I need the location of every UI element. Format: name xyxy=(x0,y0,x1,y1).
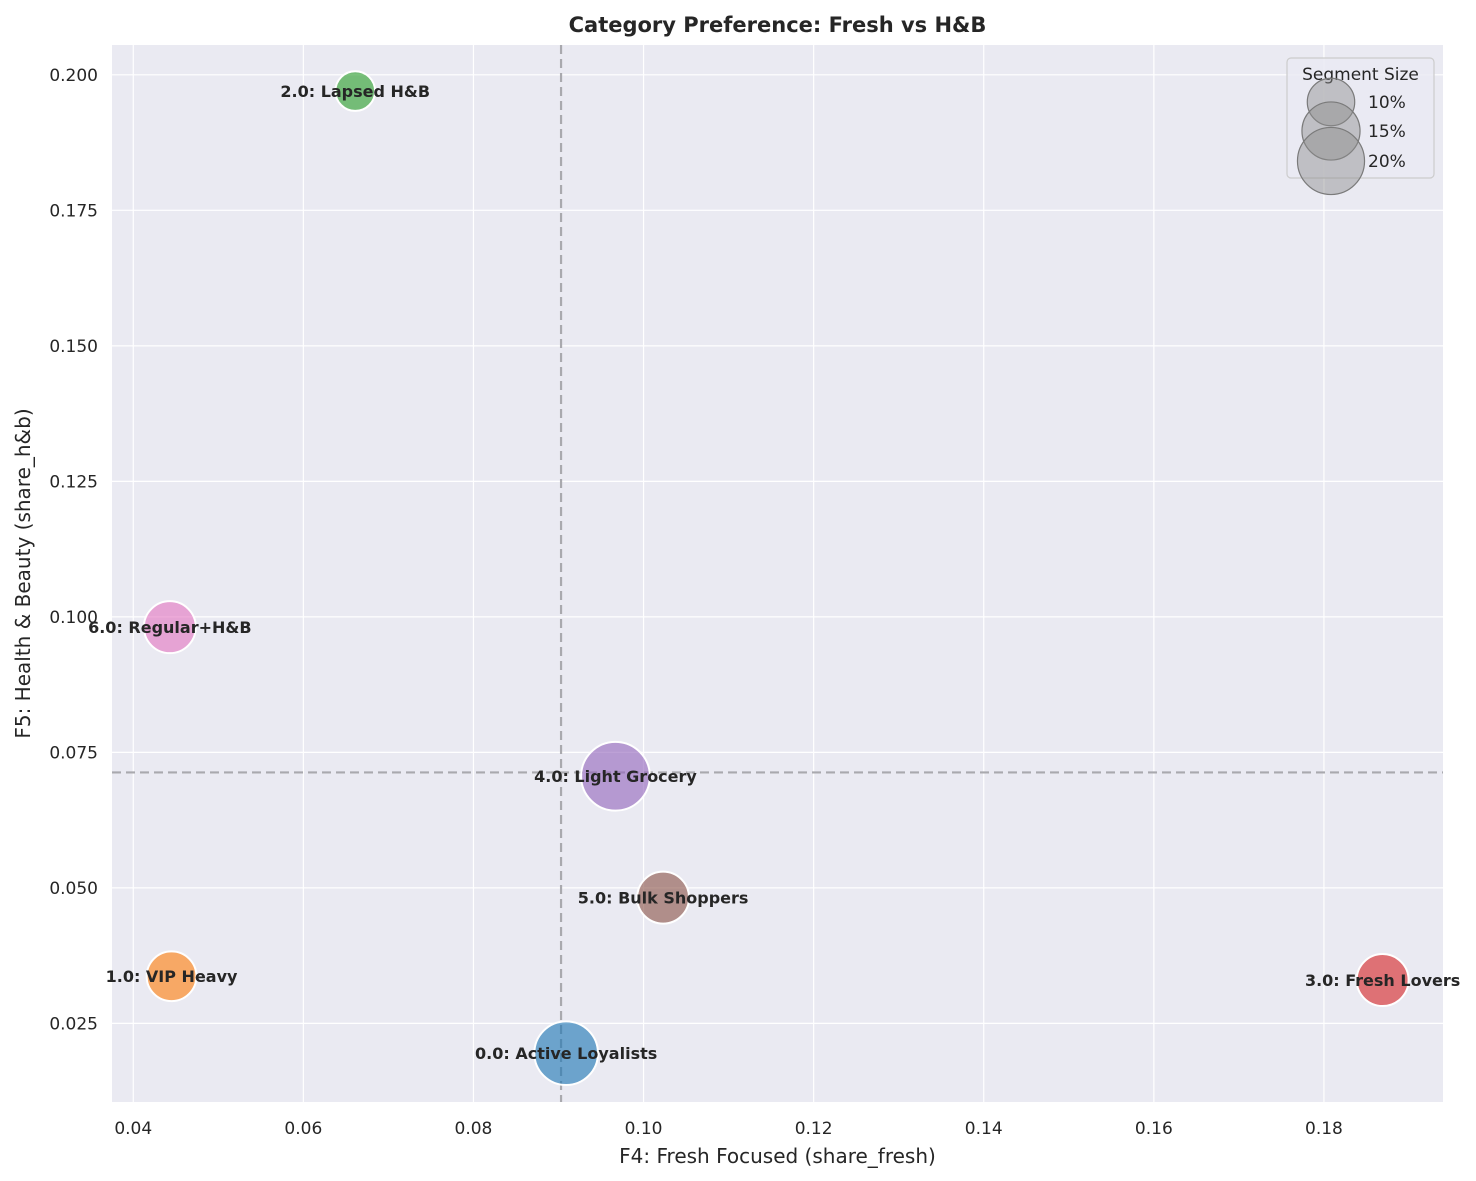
segment-label: 1.0: VIP Heavy xyxy=(106,967,238,986)
x-tick-label: 0.06 xyxy=(284,1119,322,1139)
y-tick-label: 0.125 xyxy=(49,472,98,492)
x-tick-label: 0.14 xyxy=(965,1119,1003,1139)
legend-entries: 10% 15% 20% xyxy=(1296,77,1406,196)
legend: Segment Size 10% 15% 20% xyxy=(1286,57,1435,196)
y-tick-labels: 0.025 0.050 0.075 0.100 0.125 0.150 0.175 0.200 xyxy=(49,66,98,1035)
y-tick-label: 0.200 xyxy=(49,66,98,86)
x-tick-label: 0.04 xyxy=(114,1119,152,1139)
plot-background xyxy=(112,45,1443,1102)
y-tick-label: 0.150 xyxy=(49,337,98,357)
segment-label: 5.0: Bulk Shoppers xyxy=(578,889,749,908)
x-tick-label: 0.12 xyxy=(795,1119,833,1139)
legend-size-label: 10% xyxy=(1368,93,1406,113)
y-tick-label: 0.025 xyxy=(49,1014,98,1034)
segment-label: 4.0: Light Grocery xyxy=(534,767,697,786)
segment-bubble xyxy=(142,600,197,655)
legend-size-marker xyxy=(1301,101,1361,161)
x-axis-title: F4: Fresh Focused (share_fresh) xyxy=(619,1144,936,1168)
chart-title: Category Preference: Fresh vs H&B xyxy=(569,13,987,37)
y-tick-label: 0.100 xyxy=(49,608,98,628)
gridlines xyxy=(112,45,1443,1102)
y-tick-label: 0.175 xyxy=(49,201,98,221)
legend-size-label: 20% xyxy=(1368,152,1406,172)
segment-bubble xyxy=(145,950,198,1003)
segment-label: 6.0: Regular+H&B xyxy=(88,618,251,637)
legend-size-label: 15% xyxy=(1368,122,1406,142)
segment-label: 0.0: Active Loyalists xyxy=(475,1044,657,1063)
legend-size-marker xyxy=(1296,126,1366,196)
segment-label: 3.0: Fresh Lovers xyxy=(1305,971,1460,990)
x-tick-label: 0.10 xyxy=(625,1119,663,1139)
segment-bubble xyxy=(636,870,691,925)
reference-lines xyxy=(112,45,1443,1102)
x-tick-labels: 0.04 0.06 0.08 0.10 0.12 0.14 0.16 0.18 xyxy=(114,1119,1343,1139)
segment-bubble xyxy=(580,740,651,812)
segment-bubble xyxy=(334,70,377,112)
y-tick-label: 0.075 xyxy=(49,743,98,763)
x-tick-label: 0.18 xyxy=(1305,1119,1343,1139)
legend-title: Segment Size xyxy=(1302,65,1419,85)
segment-bubble xyxy=(533,1020,599,1087)
segment-bubble xyxy=(1355,953,1410,1008)
x-tick-label: 0.08 xyxy=(455,1119,493,1139)
segment-label: 2.0: Lapsed H&B xyxy=(280,82,430,101)
y-axis-title: F5: Health & Beauty (share_h&b) xyxy=(11,408,35,738)
point-labels: 0.0: Active Loyalists 1.0: VIP Heavy 2.0: … xyxy=(88,82,1460,1063)
x-tick-label: 0.16 xyxy=(1135,1119,1173,1139)
data-points xyxy=(142,70,1410,1087)
y-tick-label: 0.050 xyxy=(49,879,98,899)
